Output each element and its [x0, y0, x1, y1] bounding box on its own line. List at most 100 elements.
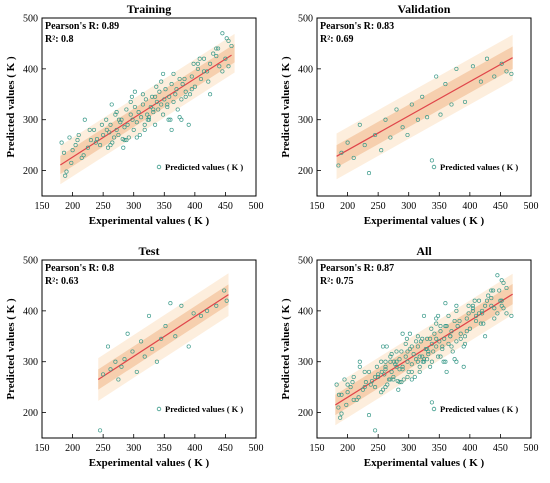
data-point [405, 349, 410, 354]
data-point [208, 61, 213, 66]
data-point [150, 94, 155, 99]
data-point [198, 313, 204, 318]
data-point [148, 104, 153, 110]
data-point [363, 380, 368, 385]
data-point [438, 329, 443, 334]
data-point [69, 160, 74, 165]
data-point [368, 382, 373, 387]
data-point [114, 110, 119, 115]
data-point [151, 110, 156, 115]
x-tick-label: 400 [462, 443, 477, 454]
data-point [354, 397, 359, 402]
data-point [434, 321, 439, 326]
data-point [483, 303, 488, 308]
data-point [339, 392, 344, 397]
data-point [467, 326, 472, 331]
data-point [399, 380, 404, 385]
data-point [189, 87, 194, 92]
data-point [224, 36, 229, 41]
data-point [189, 74, 194, 79]
data-point [440, 346, 445, 352]
data-point [140, 92, 145, 97]
data-point [405, 374, 410, 380]
legend-marker [431, 406, 437, 412]
data-point [414, 339, 419, 344]
y-tick-label: 500 [23, 256, 38, 267]
data-point [462, 99, 468, 104]
data-point [411, 352, 416, 357]
data-point [440, 344, 445, 349]
data-point [366, 413, 372, 418]
y-tick-label: 200 [298, 166, 313, 177]
x-tick-label: 450 [493, 201, 508, 212]
data-point [425, 357, 430, 362]
data-point [391, 377, 396, 382]
data-point [389, 369, 394, 374]
data-point [146, 313, 152, 318]
r-squared-label: R²: 0.63 [45, 276, 79, 287]
data-point [434, 316, 439, 321]
data-point [214, 46, 219, 51]
fit-line [336, 57, 513, 157]
r-squared-label: R²: 0.69 [320, 34, 354, 45]
data-point [499, 303, 504, 308]
pearson-r-label: Pearson's R: 0.83 [320, 21, 394, 32]
data-point [191, 61, 196, 66]
data-point [404, 336, 409, 341]
chart-panel-test: Test 150 200 250 300 350 400 450 500 200 300 400 500… [0, 242, 275, 483]
data-point [438, 324, 443, 329]
data-point [423, 346, 428, 352]
data-point [394, 349, 399, 354]
data-point [425, 115, 430, 120]
data-point [420, 336, 425, 341]
y-tick-label: 200 [298, 408, 313, 419]
data-point [434, 336, 439, 341]
data-point [405, 359, 410, 364]
chart-title: Test [139, 244, 160, 258]
data-point [192, 84, 197, 89]
data-point [104, 117, 109, 122]
data-point [449, 344, 454, 349]
data-point [151, 107, 156, 112]
chart-panel-training: Training 150 200 250 300 350 400 450 500 200 300 40… [0, 0, 275, 241]
data-point [429, 341, 434, 346]
data-point [396, 387, 401, 392]
data-point [400, 367, 405, 372]
fit-line [60, 54, 232, 166]
data-point [429, 359, 434, 364]
y-tick-label: 300 [23, 115, 38, 126]
x-tick-label: 500 [524, 201, 539, 212]
data-point [145, 117, 150, 122]
data-point [345, 140, 350, 145]
data-point [93, 140, 98, 145]
data-point [436, 354, 441, 359]
x-tick-label: 150 [310, 443, 325, 454]
data-point [357, 359, 362, 364]
data-point [126, 135, 131, 140]
data-point [183, 94, 188, 99]
data-point [421, 359, 427, 364]
x-tick-label: 400 [187, 201, 202, 212]
data-point [403, 341, 408, 346]
data-point [105, 145, 111, 150]
data-point [452, 318, 457, 324]
data-point [387, 377, 392, 382]
data-point [165, 104, 170, 110]
data-point [376, 372, 381, 377]
y-axis-label: Predicted values ( K ) [5, 56, 17, 158]
data-point [211, 51, 216, 56]
data-point [417, 364, 422, 369]
y-tick-label: 200 [23, 408, 38, 419]
data-point [98, 428, 103, 433]
data-point [174, 87, 179, 92]
data-point [163, 324, 168, 329]
data-point [407, 346, 412, 352]
x-tick-label: 300 [126, 443, 141, 454]
x-tick-label: 500 [524, 443, 539, 454]
x-tick-label: 400 [187, 443, 202, 454]
data-point [179, 303, 184, 308]
x-tick-label: 500 [249, 443, 264, 454]
data-point [173, 334, 178, 339]
data-point [154, 99, 159, 104]
data-point [59, 140, 64, 145]
